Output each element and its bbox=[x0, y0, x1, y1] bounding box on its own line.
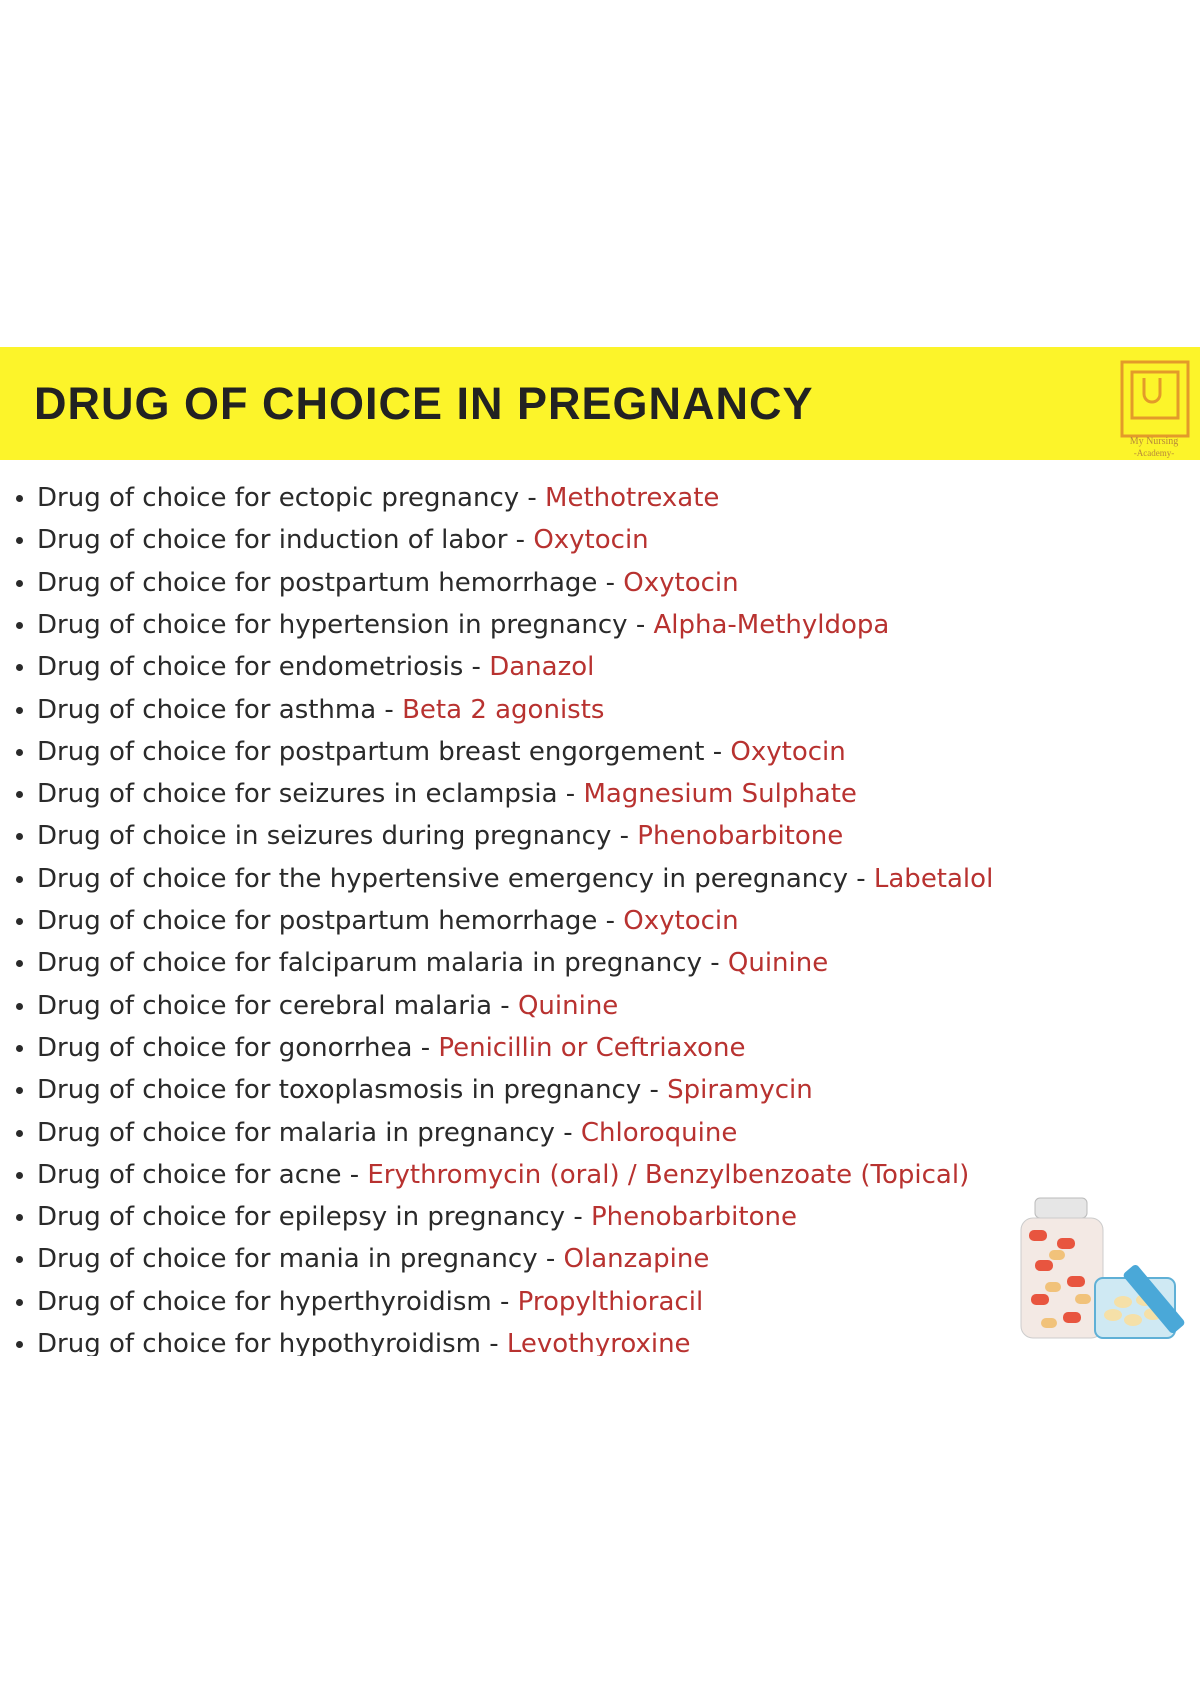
bullet bbox=[16, 1044, 23, 1052]
list-item: Drug of choice in seizures during pregna… bbox=[10, 816, 843, 856]
list-item: Drug of choice for hypothyroidism - Levo… bbox=[10, 1324, 691, 1356]
header-band bbox=[0, 347, 1200, 460]
bullet bbox=[16, 621, 23, 629]
item-text: Drug of choice for cerebral malaria - bbox=[37, 990, 510, 1021]
bullet bbox=[16, 1341, 23, 1348]
list-item: Drug of choice for toxoplasmosis in preg… bbox=[10, 1070, 813, 1110]
list-item: Drug of choice for hyperthyroidism - Pro… bbox=[10, 1282, 703, 1322]
item-text: Drug of choice for malaria in pregnancy … bbox=[37, 1117, 573, 1148]
list-item: Drug of choice for gonorrhea - Penicilli… bbox=[10, 1028, 745, 1068]
list-item: Drug of choice for mania in pregnancy - … bbox=[10, 1239, 709, 1279]
list-item: Drug of choice for seizures in eclampsia… bbox=[10, 774, 857, 814]
item-text: Drug of choice for falciparum malaria in… bbox=[37, 948, 720, 979]
list-item: Drug of choice for hypertension in pregn… bbox=[10, 605, 889, 645]
bullet bbox=[16, 495, 23, 502]
bullet bbox=[16, 748, 23, 756]
item-text: Drug of choice for epilepsy in pregnancy… bbox=[37, 1202, 583, 1233]
drug-name: Beta 2 agonists bbox=[402, 694, 605, 725]
list-item: Drug of choice for induction of labor - … bbox=[10, 520, 649, 560]
drug-name: Magnesium Sulphate bbox=[583, 779, 857, 810]
item-text: Drug of choice for hyperthyroidism - bbox=[37, 1286, 510, 1317]
list-item: Drug of choice for falciparum malaria in… bbox=[10, 943, 828, 983]
bullet bbox=[16, 791, 23, 799]
list-item: Drug of choice for asthma - Beta 2 agoni… bbox=[10, 690, 604, 730]
item-text: Drug of choice for postpartum breast eng… bbox=[37, 736, 723, 767]
item-text: Drug of choice for endometriosis - bbox=[37, 652, 481, 683]
bullet bbox=[16, 706, 23, 714]
list-item: Drug of choice for postpartum hemorrhage… bbox=[10, 563, 739, 603]
list-item: Drug of choice for malaria in pregnancy … bbox=[10, 1113, 737, 1153]
drug-name: Spiramycin bbox=[667, 1075, 813, 1106]
list-item: Drug of choice for postpartum hemorrhage… bbox=[10, 901, 739, 941]
bullet bbox=[16, 579, 23, 587]
list-item: Drug of choice for acne - Erythromycin (… bbox=[10, 1155, 969, 1195]
item-text: Drug of choice for postpartum hemorrhage… bbox=[37, 906, 616, 936]
drug-name: Propylthioracil bbox=[517, 1286, 704, 1317]
item-text: Drug of choice for asthma - bbox=[37, 694, 394, 725]
item-text: Drug of choice for gonorrhea - bbox=[37, 1032, 431, 1063]
bullet bbox=[16, 833, 23, 841]
drug-name: Alpha-Methyldopa bbox=[653, 609, 890, 640]
pill-illustration bbox=[1020, 1197, 1185, 1339]
bullet bbox=[16, 918, 23, 925]
logo-text: My Nursing bbox=[1130, 436, 1179, 447]
logo-text: -Academy- bbox=[1134, 448, 1174, 458]
drug-name: Penicillin or Ceftriaxone bbox=[438, 1032, 746, 1063]
bullet bbox=[16, 1298, 23, 1306]
item-text: Drug of choice for mania in pregnancy - bbox=[37, 1244, 556, 1275]
item-text: Drug of choice for hypertension in pregn… bbox=[37, 609, 646, 640]
bullet bbox=[16, 1214, 23, 1222]
drug-name: Quinine bbox=[727, 948, 829, 979]
item-text: Drug of choice for induction of labor - bbox=[37, 525, 526, 556]
item-text: Drug of choice for toxoplasmosis in preg… bbox=[37, 1075, 659, 1106]
drug-name: Oxytocin bbox=[623, 567, 739, 598]
drug-name: Oxytocin bbox=[533, 525, 649, 556]
bullet bbox=[16, 1087, 23, 1095]
drug-name: Phenobarbitone bbox=[590, 1202, 797, 1233]
drug-name: Chloroquine bbox=[580, 1117, 738, 1148]
drug-name: Danazol bbox=[489, 652, 595, 683]
drug-name: Oxytocin bbox=[623, 906, 739, 936]
bullet bbox=[16, 1129, 23, 1137]
bullet bbox=[16, 1256, 23, 1264]
drug-name: Methotrexate bbox=[545, 483, 720, 513]
drug-name: Olanzapine bbox=[563, 1244, 710, 1275]
list-item: Drug of choice for ectopic pregnancy - M… bbox=[10, 478, 719, 518]
item-text: Drug of choice for ectopic pregnancy - bbox=[37, 483, 537, 513]
list-item: Drug of choice for postpartum breast eng… bbox=[10, 732, 846, 772]
list-item: Drug of choice for cerebral malaria - Qu… bbox=[10, 986, 618, 1026]
drug-list: Drug of choice for ectopic pregnancy - M… bbox=[0, 478, 1200, 1356]
drug-name: Oxytocin bbox=[730, 736, 846, 767]
bullet bbox=[16, 1171, 23, 1179]
list-item: Drug of choice for the hypertensive emer… bbox=[10, 859, 993, 899]
item-text: Drug of choice for the hypertensive emer… bbox=[37, 863, 866, 894]
drug-name: Labetalol bbox=[873, 863, 994, 894]
bullet bbox=[16, 1002, 23, 1010]
drug-name: Quinine bbox=[517, 990, 619, 1021]
logo: My Nursing -Academy- bbox=[1120, 360, 1190, 458]
drug-name: Levothyroxine bbox=[506, 1329, 691, 1356]
list-item: Drug of choice for endometriosis - Danaz… bbox=[10, 647, 594, 687]
drug-name: Erythromycin (oral) / Benzylbenzoate (To… bbox=[367, 1159, 970, 1190]
item-text: Drug of choice in seizures during pregna… bbox=[37, 821, 630, 852]
drug-name: Phenobarbitone bbox=[637, 821, 844, 852]
title: DRUG OF CHOICE IN PREGNANCY bbox=[34, 378, 814, 429]
item-text: Drug of choice for acne - bbox=[37, 1159, 360, 1190]
item-text: Drug of choice for postpartum hemorrhage… bbox=[37, 567, 616, 598]
bullet bbox=[16, 875, 23, 883]
list-item: Drug of choice for epilepsy in pregnancy… bbox=[10, 1197, 797, 1237]
bullet bbox=[16, 664, 23, 672]
item-text: Drug of choice for hypothyroidism - bbox=[37, 1329, 499, 1356]
item-text: Drug of choice for seizures in eclampsia… bbox=[37, 779, 576, 810]
bullet bbox=[16, 960, 23, 968]
bullet bbox=[16, 537, 23, 545]
